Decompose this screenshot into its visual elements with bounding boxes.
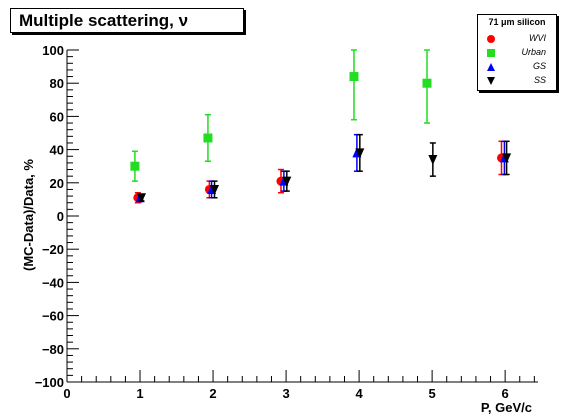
x-tick-label: 1 [136, 386, 143, 401]
x-tick-label: 5 [428, 386, 435, 401]
legend-marker-gs [486, 62, 496, 72]
legend: 71 μm silicon WVI Urban GS SS [477, 14, 557, 91]
data-point-urban [203, 133, 212, 142]
plot-axes [67, 50, 538, 382]
y-tick-label: −20 [42, 242, 64, 257]
legend-label-gs: GS [533, 61, 546, 71]
y-tick-label: 100 [42, 43, 64, 58]
y-tick-label: −40 [42, 275, 64, 290]
y-tick-label: 0 [57, 209, 64, 224]
legend-item-urban: Urban [478, 46, 556, 60]
legend-item-wvi: WVI [478, 32, 556, 46]
data-point-urban [130, 162, 139, 171]
x-tick-label: 3 [282, 386, 289, 401]
y-axis-label: (MC-Data)/Data, % [21, 159, 36, 271]
legend-label-ss: SS [534, 75, 546, 85]
legend-label-urban: Urban [521, 47, 546, 57]
data-point-urban [349, 72, 358, 81]
legend-item-ss: SS [478, 74, 556, 88]
y-tick-label: 20 [50, 176, 64, 191]
legend-label-wvi: WVI [529, 33, 546, 43]
y-tick-label: 40 [50, 143, 64, 158]
legend-item-gs: GS [478, 60, 556, 74]
legend-title: 71 μm silicon [478, 17, 556, 27]
data-point-urban [423, 79, 432, 88]
x-tick-label: 0 [63, 386, 70, 401]
x-tick-label: 2 [209, 386, 216, 401]
data-point-ss [428, 155, 437, 165]
axis-tick-labels: −100 −80 −60 −40 −20 0 20 40 60 80 100 0 1 2 3 4 5 6 [35, 43, 509, 401]
legend-marker-urban [486, 48, 496, 58]
y-tick-label: 60 [50, 109, 64, 124]
chart-title: Multiple scattering, ν [11, 9, 243, 32]
y-tick-label: −80 [42, 342, 64, 357]
y-tick-label: −100 [35, 375, 64, 390]
data-points [130, 50, 511, 203]
axis-ticks [67, 50, 534, 382]
chart-title-box: Multiple scattering, ν [10, 8, 244, 33]
y-tick-label: −60 [42, 309, 64, 324]
legend-marker-ss [486, 76, 496, 86]
legend-marker-wvi [486, 34, 496, 44]
y-tick-label: 80 [50, 76, 64, 91]
x-tick-label: 4 [355, 386, 363, 401]
x-axis-label: P, GeV/c [481, 400, 532, 415]
x-tick-label: 6 [502, 386, 509, 401]
